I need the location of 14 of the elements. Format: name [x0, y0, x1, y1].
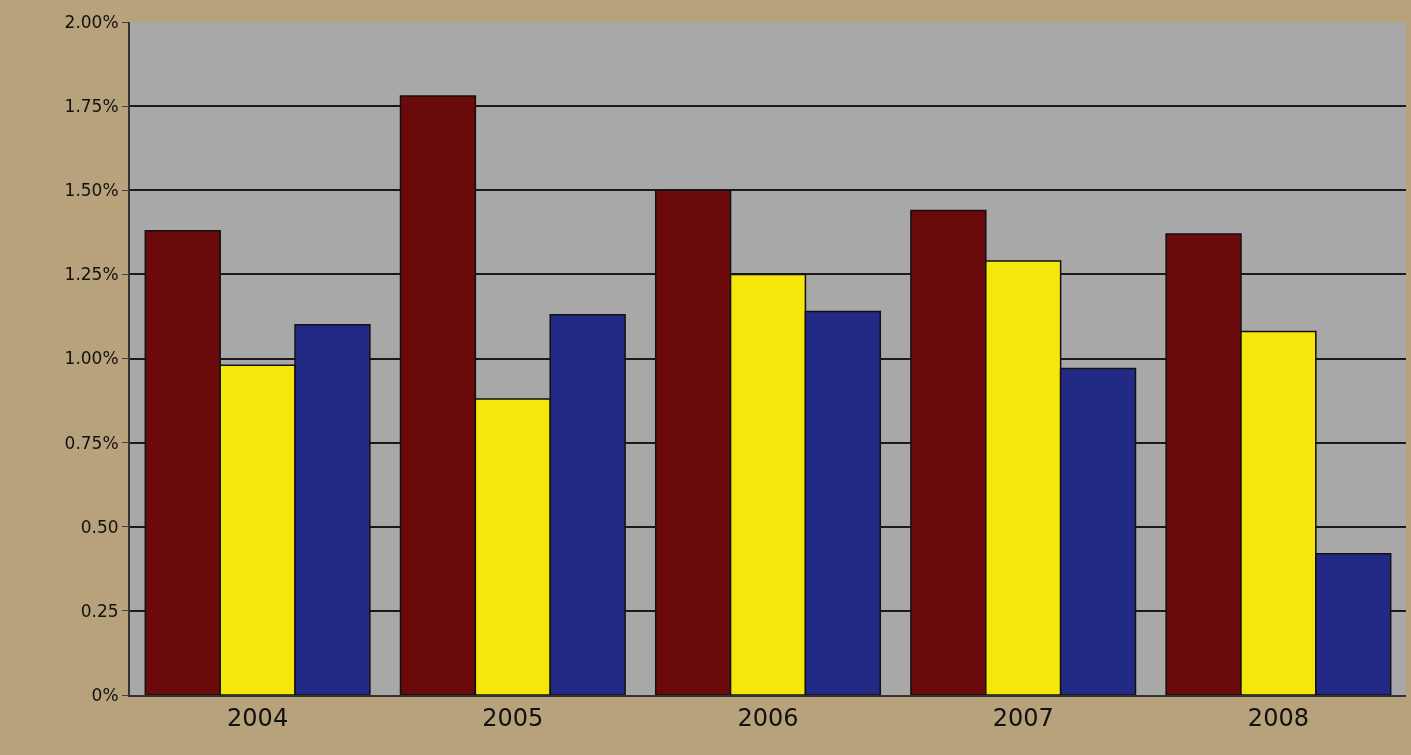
x-tick-label: 2005: [482, 703, 544, 732]
x-tick-label: 2008: [1247, 703, 1309, 732]
y-tick-label: 1.50%: [64, 180, 119, 201]
x-tick-label: 2007: [992, 703, 1054, 732]
y-tick-label: 2.00%: [64, 11, 119, 32]
y-tick-label: 1.00%: [64, 348, 119, 369]
y-tick-label: 1.75%: [64, 96, 119, 117]
y-tick-label: 1.25%: [64, 264, 119, 285]
y-tick-label: 0.75%: [64, 432, 119, 453]
y-tick-label: 0.25: [80, 600, 119, 621]
y-tick-label: 0%: [91, 684, 119, 705]
x-tick-label: 2004: [227, 703, 289, 732]
y-tick-label: 0.50: [80, 516, 119, 537]
x-tick-label: 2006: [737, 703, 799, 732]
